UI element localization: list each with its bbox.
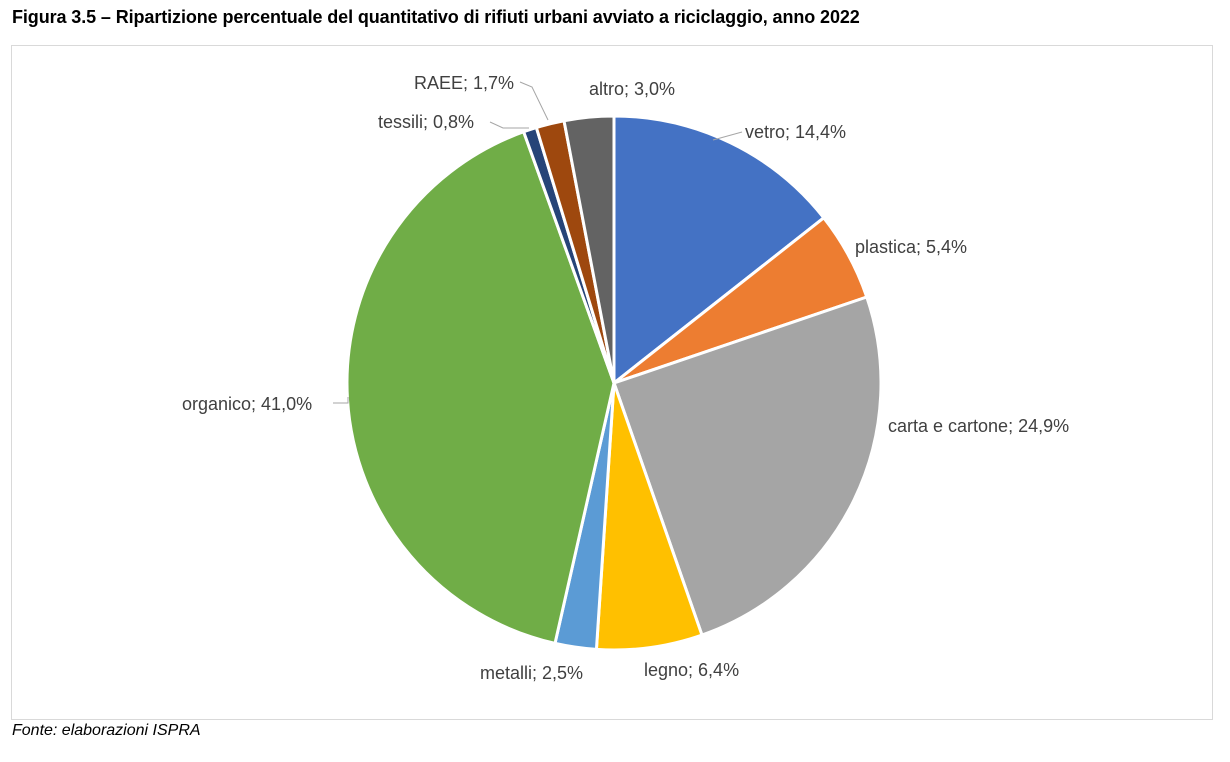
- leader-line-vetro: [712, 131, 743, 141]
- leader-line-tessili: [489, 121, 529, 129]
- leader-line-organico: [333, 397, 349, 404]
- data-label-raee: RAEE; 1,7%: [414, 73, 514, 93]
- data-label-vetro: vetro; 14,4%: [745, 122, 846, 142]
- data-label-plastica: plastica; 5,4%: [855, 237, 967, 257]
- figure-title: Figura 3.5 – Ripartizione percentuale de…: [12, 7, 860, 27]
- leader-lines: [333, 81, 743, 404]
- data-label-tessili: tessili; 0,8%: [378, 112, 474, 132]
- pie-slice-altro: [562, 114, 616, 385]
- pie-slice-vetro: [612, 114, 826, 385]
- data-label-organico: organico; 41,0%: [182, 394, 312, 414]
- data-label-carta-e-cartone: carta e cartone; 24,9%: [888, 416, 1069, 436]
- data-label-legno: legno; 6,4%: [644, 660, 739, 680]
- data-label-metalli: metalli; 2,5%: [480, 663, 583, 683]
- pie-slice-carta-e-cartone: [612, 295, 883, 637]
- data-labels: vetro; 14,4% plastica; 5,4% carta e carton…: [182, 73, 1069, 683]
- pie-slices: [345, 114, 883, 652]
- data-label-altro: altro; 3,0%: [589, 79, 675, 99]
- leader-line-raee: [519, 81, 549, 121]
- source-note: Fonte: elaborazioni ISPRA: [12, 722, 201, 739]
